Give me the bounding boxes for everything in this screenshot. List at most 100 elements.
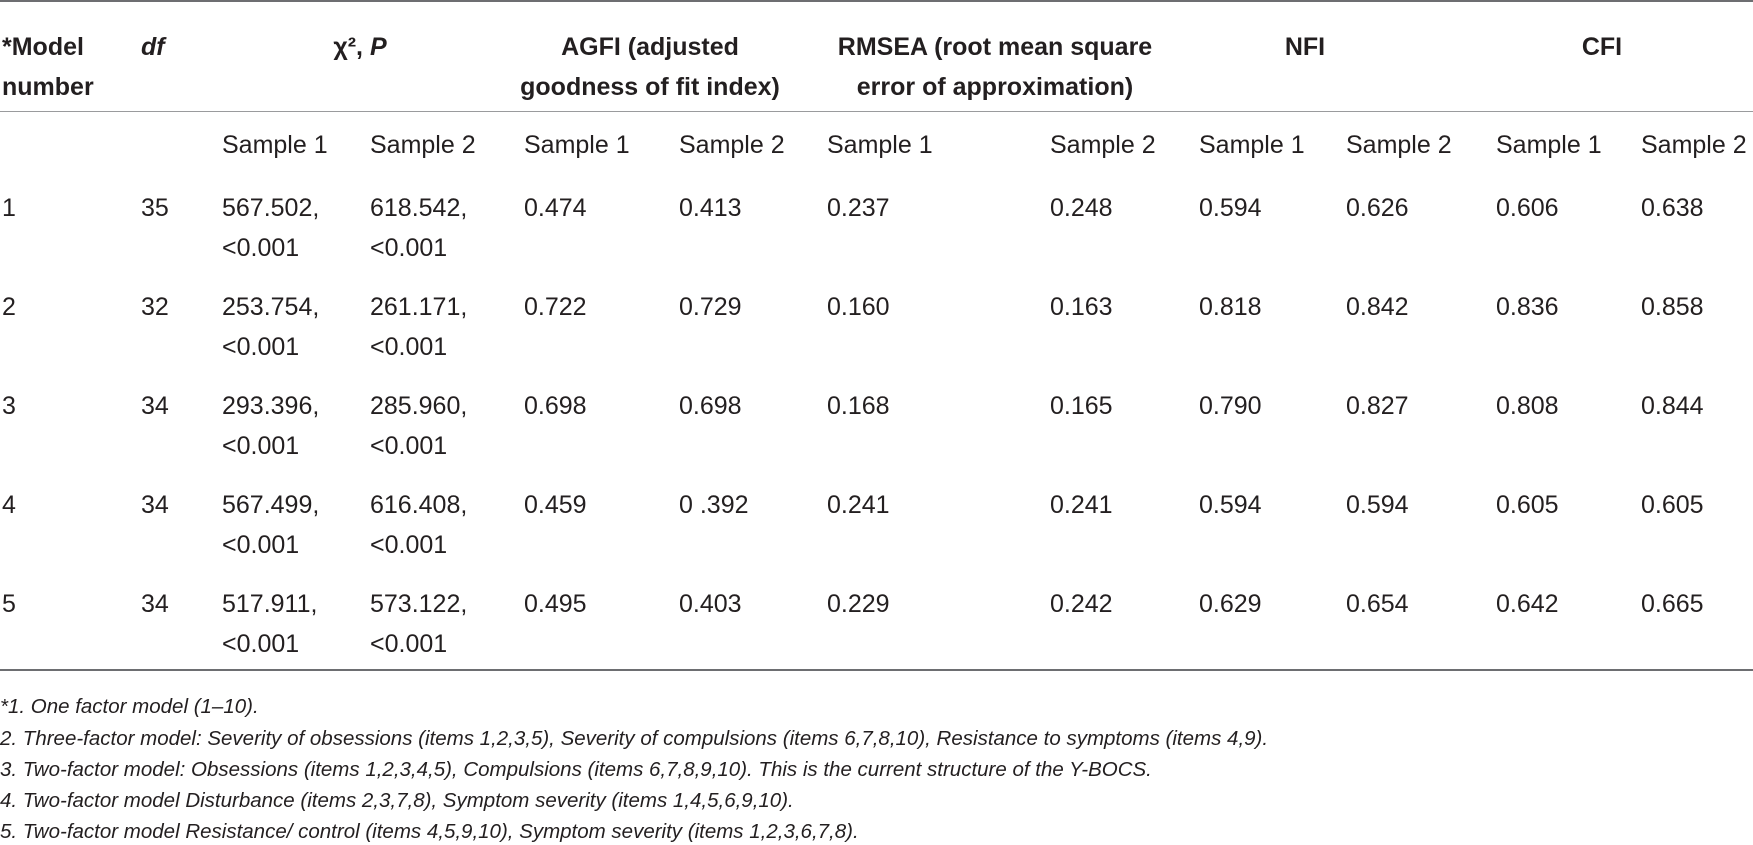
cell-rmsea-sample1: 0.168 — [827, 392, 890, 420]
cell-nfi-sample1: 0.818 — [1199, 293, 1262, 321]
cell-agfi-sample2: 0.729 — [679, 293, 742, 321]
cell-model: 1 — [2, 194, 16, 222]
cell-rmsea-sample2: 0.241 — [1050, 491, 1113, 519]
cell-chi-p: <0.001 — [222, 630, 300, 658]
cell-chi-sample1: 253.754, <0.001 — [222, 287, 319, 367]
cell-chi-value: 261.171, — [370, 293, 468, 321]
cell-chi-p: <0.001 — [222, 333, 300, 361]
header-chi-square: χ², P — [280, 27, 440, 67]
cell-cfi-sample2: 0.665 — [1641, 590, 1704, 618]
cell-nfi-sample1: 0.594 — [1199, 194, 1262, 222]
header-model-line2: number — [2, 73, 94, 101]
cell-agfi-sample2: 0.698 — [679, 392, 742, 420]
cell-nfi-sample1: 0.790 — [1199, 392, 1262, 420]
cell-chi-p: <0.001 — [222, 234, 300, 262]
header-nfi: NFI — [1265, 27, 1345, 67]
cell-nfi-sample2: 0.654 — [1346, 590, 1409, 618]
cell-agfi-sample2: 0.413 — [679, 194, 742, 222]
cell-chi-sample2: 285.960, <0.001 — [370, 386, 467, 466]
cell-df: 32 — [141, 293, 169, 321]
cell-model: 2 — [2, 293, 16, 321]
cell-chi-sample1: 567.502, <0.001 — [222, 188, 319, 268]
subheader-agfi-sample1: Sample 1 — [524, 131, 630, 159]
header-rmsea-line2: error of approximation) — [856, 73, 1134, 101]
header-model-line1: *Model — [2, 33, 84, 61]
cell-agfi-sample1: 0.459 — [524, 491, 587, 519]
cell-df: 35 — [141, 194, 169, 222]
cell-cfi-sample1: 0.605 — [1496, 491, 1559, 519]
cell-chi-value: 253.754, — [222, 293, 320, 321]
header-rule — [0, 111, 1753, 112]
header-model: *Model number — [2, 27, 94, 107]
cell-rmsea-sample1: 0.241 — [827, 491, 890, 519]
footnote-5: 5. Two-factor model Resistance/ control … — [0, 820, 859, 843]
cell-nfi-sample1: 0.594 — [1199, 491, 1262, 519]
cell-chi-value: 517.911, — [222, 590, 318, 618]
cell-chi-sample2: 261.171, <0.001 — [370, 287, 467, 367]
subheader-rmsea-sample1: Sample 1 — [827, 131, 933, 159]
header-chi-p: P — [369, 33, 387, 61]
cell-chi-sample1: 567.499, <0.001 — [222, 485, 319, 565]
subheader-cfi-sample2: Sample 2 — [1641, 131, 1747, 159]
cell-chi-p: <0.001 — [370, 432, 448, 460]
header-df-label: df — [141, 33, 165, 61]
cell-cfi-sample2: 0.858 — [1641, 293, 1704, 321]
cell-nfi-sample2: 0.827 — [1346, 392, 1409, 420]
header-cfi: CFI — [1562, 27, 1642, 67]
header-chi-symbol: χ², — [333, 33, 370, 61]
cell-chi-p: <0.001 — [370, 333, 448, 361]
cell-rmsea-sample1: 0.229 — [827, 590, 890, 618]
cell-chi-value: 567.502, — [222, 194, 320, 222]
header-rmsea: RMSEA (root mean square error of approxi… — [825, 27, 1165, 107]
bottom-rule — [0, 669, 1753, 671]
cell-cfi-sample2: 0.844 — [1641, 392, 1704, 420]
cell-chi-sample2: 573.122, <0.001 — [370, 584, 467, 664]
cell-chi-sample2: 616.408, <0.001 — [370, 485, 467, 565]
cell-chi-p: <0.001 — [222, 531, 300, 559]
cell-cfi-sample1: 0.836 — [1496, 293, 1559, 321]
cell-rmsea-sample1: 0.160 — [827, 293, 890, 321]
cell-chi-value: 285.960, — [370, 392, 468, 420]
cell-rmsea-sample1: 0.237 — [827, 194, 890, 222]
cell-cfi-sample2: 0.638 — [1641, 194, 1704, 222]
header-agfi-line1: AGFI (adjusted — [561, 33, 739, 61]
cell-agfi-sample1: 0.722 — [524, 293, 587, 321]
header-agfi: AGFI (adjusted goodness of fit index) — [505, 27, 795, 107]
top-rule — [0, 0, 1753, 2]
header-agfi-line2: goodness of fit index) — [520, 73, 780, 101]
cell-cfi-sample1: 0.808 — [1496, 392, 1559, 420]
cell-chi-value: 616.408, — [370, 491, 468, 519]
cell-chi-p: <0.001 — [370, 234, 448, 262]
footnote-4: 4. Two-factor model Disturbance (items 2… — [0, 789, 794, 812]
subheader-chi-sample1: Sample 1 — [222, 131, 328, 159]
cell-rmsea-sample2: 0.242 — [1050, 590, 1113, 618]
subheader-rmsea-sample2: Sample 2 — [1050, 131, 1156, 159]
header-nfi-label: NFI — [1284, 33, 1326, 61]
footnote-2: 2. Three-factor model: Severity of obses… — [0, 727, 1269, 750]
cell-df: 34 — [141, 392, 169, 420]
cell-rmsea-sample2: 0.248 — [1050, 194, 1113, 222]
cell-chi-p: <0.001 — [222, 432, 300, 460]
cell-cfi-sample1: 0.606 — [1496, 194, 1559, 222]
cell-model: 4 — [2, 491, 16, 519]
cell-model: 5 — [2, 590, 16, 618]
cell-model: 3 — [2, 392, 16, 420]
footnote-3: 3. Two-factor model: Obsessions (items 1… — [0, 758, 1152, 781]
cell-chi-value: 293.396, — [222, 392, 320, 420]
cell-cfi-sample2: 0.605 — [1641, 491, 1704, 519]
cell-chi-value: 618.542, — [370, 194, 468, 222]
cell-nfi-sample2: 0.626 — [1346, 194, 1409, 222]
cell-chi-p: <0.001 — [370, 531, 448, 559]
cell-agfi-sample1: 0.474 — [524, 194, 587, 222]
cell-nfi-sample1: 0.629 — [1199, 590, 1262, 618]
cell-nfi-sample2: 0.594 — [1346, 491, 1409, 519]
header-df: df — [141, 27, 165, 67]
subheader-agfi-sample2: Sample 2 — [679, 131, 785, 159]
cell-chi-value: 567.499, — [222, 491, 320, 519]
cell-agfi-sample2: 0 .392 — [679, 491, 749, 519]
cell-agfi-sample1: 0.495 — [524, 590, 587, 618]
cell-agfi-sample1: 0.698 — [524, 392, 587, 420]
cell-df: 34 — [141, 491, 169, 519]
cell-chi-sample2: 618.542, <0.001 — [370, 188, 467, 268]
